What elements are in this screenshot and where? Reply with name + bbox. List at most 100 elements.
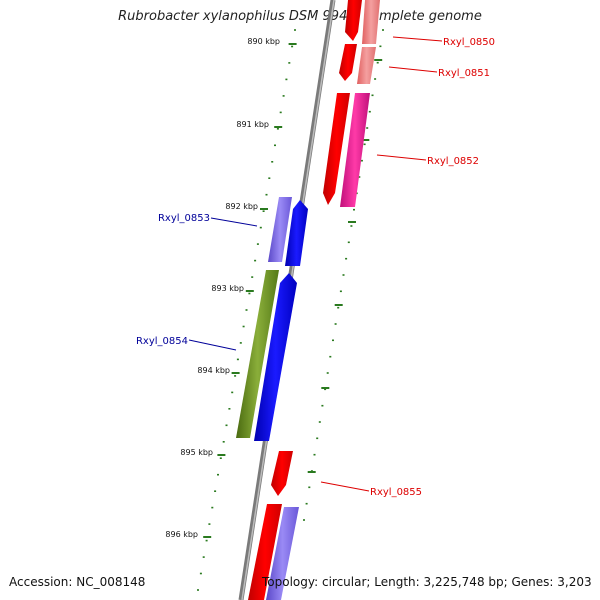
gene-next-red-arrow[interactable]	[248, 504, 282, 600]
scale-dot-left	[222, 441, 225, 443]
scale-dot-left	[291, 45, 294, 48]
scale-dot-right	[313, 453, 316, 456]
scale-dot-left	[228, 408, 231, 410]
scale-dot-left	[262, 210, 265, 212]
label-rxyl-0855[interactable]: Rxyl_0855	[370, 487, 422, 498]
leader-rxyl-0853	[210, 217, 258, 227]
tick-mark-right	[307, 471, 316, 473]
scale-dot-right	[347, 241, 350, 244]
gene-blue-arrow-2[interactable]	[254, 273, 297, 441]
tick-mark-right	[334, 304, 343, 306]
scale-dot-left	[225, 424, 228, 427]
scale-dot-right	[326, 372, 329, 374]
scale-dot-left	[234, 375, 237, 377]
scale-dot-left	[217, 473, 219, 476]
scale-dot-right	[358, 176, 361, 178]
gene-rxyl-0853-arrow[interactable]	[268, 197, 292, 262]
tick-mark	[245, 290, 254, 292]
gene-rxyl-0854-arrow[interactable]	[236, 270, 279, 438]
scale-dot-left	[294, 29, 296, 31]
tick-mark-right	[374, 59, 383, 61]
gene-pink-arrow-top[interactable]	[362, 0, 380, 44]
scale-dot-left	[256, 243, 259, 245]
accession-text: Accession: NC_008148	[9, 575, 146, 589]
scale-dot-left	[251, 276, 254, 278]
scale-dot-left	[214, 490, 217, 492]
gene-lavender-arrow-2[interactable]	[266, 507, 299, 600]
scale-dot-left	[271, 161, 274, 163]
scale-dot-left	[254, 259, 257, 262]
scale-dot-left	[245, 309, 248, 311]
scale-dot-left	[231, 391, 234, 394]
gene-rxyl-0855-arrow[interactable]	[271, 451, 293, 496]
gene-rxyl-0850-arrow[interactable]	[345, 0, 362, 41]
scale-dot-left	[285, 78, 288, 81]
label-rxyl-0853[interactable]: Rxyl_0853	[158, 213, 210, 224]
scale-dot-right	[360, 159, 363, 162]
scale-dot-left	[265, 193, 268, 196]
scale-dot-right	[305, 502, 308, 505]
scale-dot-right	[379, 45, 382, 48]
tick-label-893-kbp: 893 kbp	[211, 284, 244, 293]
scale-dot-right	[350, 225, 353, 227]
gene-rxyl-0851-arrow[interactable]	[339, 44, 357, 81]
scale-dot-right	[339, 290, 342, 293]
scale-dot-left	[276, 128, 279, 130]
gene-magenta-arrow[interactable]	[340, 93, 370, 207]
leader-rxyl-0854	[188, 339, 237, 351]
label-rxyl-0854[interactable]: Rxyl_0854	[136, 336, 188, 347]
scale-dot-right	[342, 274, 345, 276]
label-rxyl-0852[interactable]: Rxyl_0852	[427, 156, 479, 167]
scale-dot-right	[368, 110, 371, 113]
label-rxyl-0851[interactable]: Rxyl_0851	[438, 68, 490, 79]
tick-mark	[274, 126, 283, 128]
tick-mark	[203, 536, 212, 538]
gene-blue-arrow-1[interactable]	[285, 200, 308, 266]
scale-dot-left	[279, 111, 282, 114]
scale-dot-left	[242, 325, 245, 328]
leader-rxyl-0852	[376, 154, 427, 161]
scale-dot-right	[329, 355, 332, 358]
scale-dot-left	[197, 589, 199, 591]
scale-dot-right	[334, 323, 337, 325]
scale-dot-left	[239, 342, 242, 344]
scale-dot-left	[208, 523, 211, 525]
tick-mark	[231, 372, 240, 374]
scale-dot-right	[353, 208, 355, 211]
scale-dot-left	[219, 457, 222, 459]
leader-rxyl-0850	[392, 36, 443, 42]
scale-dot-right	[363, 143, 366, 146]
scale-dot-right	[308, 486, 311, 489]
scale-dot-left	[202, 556, 205, 558]
scale-dot-left	[268, 177, 271, 179]
genome-title: Rubrobacter xylanophilus DSM 9941, compl…	[118, 9, 482, 24]
tick-label-895-kbp: 895 kbp	[180, 448, 213, 457]
tick-mark-right	[348, 221, 356, 223]
scale-dot-right	[374, 78, 377, 80]
scale-dot-left	[205, 539, 208, 542]
scale-dot-left	[259, 226, 262, 229]
gene-rxyl-0852-arrow[interactable]	[323, 93, 350, 205]
scale-dot-left	[199, 572, 202, 575]
scale-dot-right	[303, 519, 305, 521]
label-rxyl-0850[interactable]: Rxyl_0850	[443, 37, 495, 48]
topology-text: Topology: circular; Length: 3,225,748 bp…	[262, 575, 592, 589]
tick-mark-right	[321, 387, 330, 389]
scale-dot-right	[376, 61, 379, 64]
tick-mark	[288, 43, 297, 45]
tick-label-896-kbp: 896 kbp	[165, 530, 198, 539]
scale-dot-right	[371, 94, 374, 97]
tick-label-891-kbp: 891 kbp	[236, 120, 269, 129]
leader-rxyl-0851	[388, 66, 438, 73]
scale-dot-left	[288, 62, 291, 64]
tick-mark	[260, 208, 268, 210]
tick-label-890-kbp: 890 kbp	[247, 37, 280, 46]
scale-dot-right	[316, 437, 319, 440]
tick-mark-right	[361, 139, 370, 141]
scale-dot-right	[324, 388, 327, 391]
scale-dot-right	[321, 404, 324, 407]
tick-mark	[217, 454, 226, 456]
gene-pink-arrow-2[interactable]	[357, 47, 376, 84]
scale-dot-left	[211, 506, 214, 509]
